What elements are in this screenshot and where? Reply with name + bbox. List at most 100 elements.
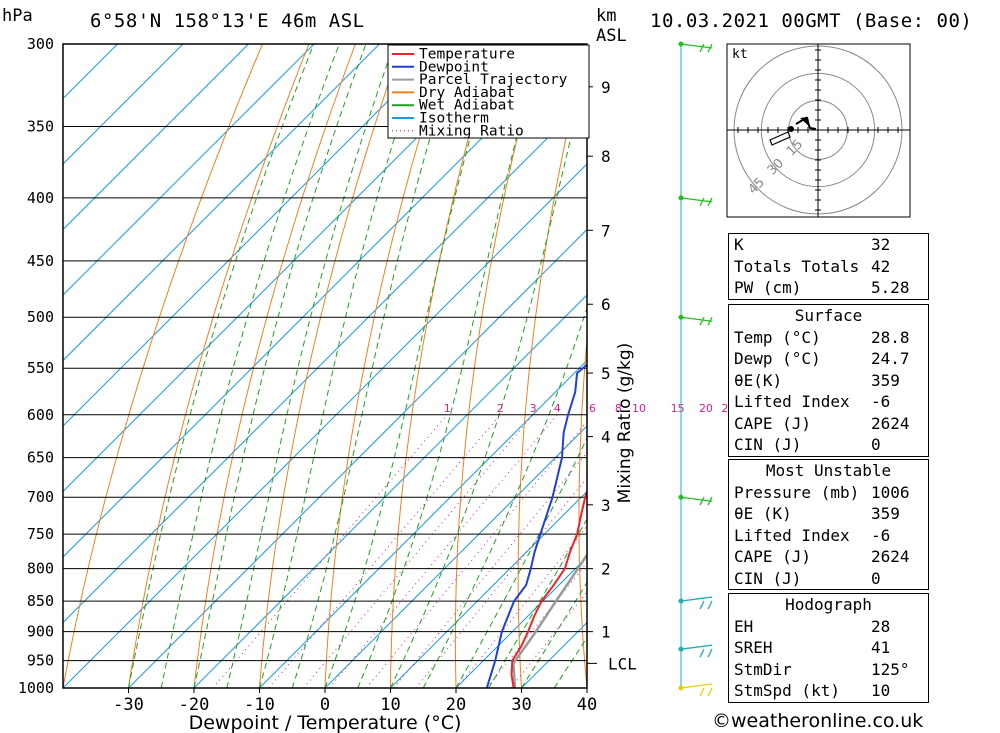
surface-label: Dewp (°C) — [734, 349, 821, 368]
most-unstable-row: CAPE (J) 2624 — [729, 546, 928, 568]
hodo-stat-label: EH — [734, 616, 754, 636]
surface-label: CIN (J) — [734, 435, 802, 454]
most-unstable-row: Lifted Index -6 — [729, 525, 928, 547]
x-tick-label: 10 — [380, 695, 400, 715]
hodograph-title: Hodograph — [785, 595, 872, 614]
mixing-ratio-line — [366, 420, 587, 688]
legend-label: Mixing Ratio — [419, 123, 524, 139]
hodo-stat-row: SREH 41 — [729, 637, 928, 659]
surface-title: Surface — [794, 306, 863, 325]
wind-barb — [680, 683, 713, 697]
mixing-ratio-label: 15 — [671, 402, 685, 415]
isotherm-line — [63, 44, 249, 231]
storm-motion-arrow — [769, 131, 791, 146]
surface-value: 359 — [871, 370, 900, 390]
legend-label: Temperature — [419, 47, 515, 63]
dry-adiabat-line — [638, 44, 681, 688]
surface-value: 28.8 — [871, 327, 910, 347]
x-tick-label: -30 — [113, 695, 144, 715]
pressure-tick-label: 650 — [27, 449, 54, 467]
isotherm-line — [193, 294, 587, 688]
isotherm-line — [63, 44, 118, 100]
km-tick-label: 4 — [601, 428, 611, 447]
most-unstable-label: θE (K) — [734, 504, 792, 523]
mixing-ratio-line — [328, 414, 558, 688]
surface-row: CAPE (J) 2624 — [729, 413, 928, 435]
hodo-stat-row: StmDir 125° — [729, 659, 928, 681]
dry-adiabat-line — [454, 44, 542, 688]
dewpoint-line — [485, 363, 587, 688]
km-tick-label: 7 — [601, 221, 611, 240]
surface-table: Surface Temp (°C) 28.8 Dewp (°C) 24.7 θE(K) 3… — [728, 304, 929, 457]
pressure-tick-label: 300 — [27, 35, 54, 53]
surface-label: CAPE (J) — [734, 413, 812, 433]
mixing-ratio-line — [212, 414, 448, 688]
legend-label: Wet Adiabat — [419, 98, 515, 114]
x-tick-label: 30 — [511, 695, 531, 715]
most-unstable-label: CAPE (J) — [734, 547, 812, 566]
asl-unit-label: ASL — [596, 26, 627, 46]
isotherm-line — [63, 44, 184, 165]
legend-label: Dewpoint — [419, 59, 489, 75]
hodo-stat-row: StmSpd (kt) 10 — [729, 680, 928, 702]
mixing-ratio-line — [393, 452, 587, 688]
legend-label: Dry Adiabat — [419, 85, 515, 101]
wet-adiabat-line — [455, 437, 587, 688]
surface-value: 0 — [871, 435, 881, 454]
surface-row: CIN (J) 0 — [729, 434, 928, 456]
km-tick-label: 2 — [601, 560, 611, 579]
km-tick-label: 8 — [601, 147, 611, 166]
mixing-ratio-label: 3 — [530, 402, 537, 415]
pressure-tick-label: 800 — [27, 560, 54, 578]
hodo-stat-value: 28 — [871, 616, 891, 636]
isotherm-line — [324, 425, 587, 688]
index-label: Totals Totals — [734, 256, 860, 276]
index-value: 42 — [871, 256, 891, 276]
wind-barb — [680, 496, 713, 506]
isotherm-line — [63, 163, 587, 688]
hpa-unit-label: hPa — [2, 6, 33, 26]
wind-barb — [680, 43, 713, 53]
x-tick-label: -10 — [244, 695, 275, 715]
wind-barb — [680, 197, 713, 207]
km-unit-label: km — [596, 6, 617, 26]
dry-adiabat-line — [259, 44, 403, 688]
dry-adiabat-line — [957, 44, 1000, 688]
index-value: 5.28 — [871, 278, 910, 297]
most-unstable-value: 2624 — [871, 547, 910, 566]
mixing-ratio-label: 4 — [554, 402, 561, 415]
pressure-tick-label: 350 — [27, 117, 54, 135]
most-unstable-row: θE (K) 359 — [729, 503, 928, 525]
isotherm-line — [63, 44, 446, 427]
pressure-tick-label: 700 — [27, 488, 54, 506]
legend-box — [387, 44, 590, 139]
hodograph-table: Hodograph EH 28 SREH 41 StmDir 125° StmSpd (kt… — [728, 593, 929, 703]
hodograph-unit-label: kt — [732, 47, 748, 62]
most-unstable-label: Pressure (mb) — [734, 482, 860, 502]
isotherm-line — [390, 490, 587, 688]
x-tick-label: 0 — [320, 695, 330, 715]
pressure-tick-label: 750 — [27, 525, 54, 543]
pressure-tick-label: 500 — [27, 308, 54, 326]
wet-adiabat-line — [128, 44, 315, 688]
credit-link[interactable]: ©weatheronline.co.uk — [712, 710, 924, 732]
isotherm-line — [455, 556, 587, 688]
x-tick-label: -20 — [179, 695, 210, 715]
most-unstable-value: 1006 — [871, 482, 910, 502]
isotherm-line — [63, 44, 380, 362]
dry-adiabat-line — [695, 44, 727, 688]
hodo-stat-label: StmDir — [734, 659, 792, 679]
mixing-ratio-axis-title: Mixing Ratio (g/kg) — [615, 343, 635, 504]
pressure-tick-label: 450 — [27, 252, 54, 270]
surface-row: Dewp (°C) 24.7 — [729, 348, 928, 370]
wind-barb — [680, 596, 713, 610]
pressure-tick-label: 400 — [27, 189, 54, 207]
isotherm-line — [63, 44, 511, 493]
most-unstable-value: 359 — [871, 504, 900, 523]
most-unstable-table: Most Unstable Pressure (mb) 1006 θE (K) 359… — [728, 459, 929, 590]
mixing-ratio-label: 8 — [615, 402, 622, 415]
pressure-tick-label: 600 — [27, 406, 54, 424]
wet-adiabat-line — [259, 44, 426, 688]
